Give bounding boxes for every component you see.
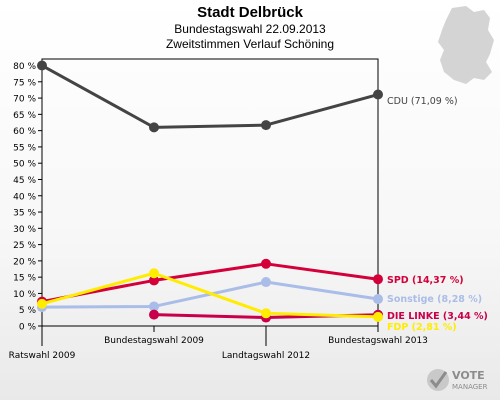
germany-map-icon xyxy=(438,6,494,84)
end-labels: CDU (71,09 %) SPD (14,37 %) Sonstige (8,28… xyxy=(387,96,488,333)
data-point xyxy=(373,89,383,100)
data-point xyxy=(373,294,383,305)
data-point xyxy=(149,309,159,320)
chart-title: Stadt Delbrück xyxy=(197,4,303,21)
data-point xyxy=(261,308,271,319)
logo-subtext: MANAGER xyxy=(452,383,488,391)
plot-frame xyxy=(41,58,379,327)
y-tick-label: 25 % xyxy=(13,241,36,251)
data-point xyxy=(37,60,47,71)
y-tick-label: 55 % xyxy=(13,143,36,153)
logo-text: VOTE xyxy=(452,369,485,382)
y-tick-label: 40 % xyxy=(13,192,36,202)
end-label-fdp: FDP (2,81 %) xyxy=(387,322,457,333)
y-tick-label: 65 % xyxy=(13,111,36,121)
data-point xyxy=(37,298,47,309)
x-axis-ticks: Ratswahl 2009 Bundestagswahl 2009 Landtags… xyxy=(9,326,428,361)
chart-subtitle-2: Zweitstimmen Verlauf Schöning xyxy=(165,37,335,51)
end-label-die-linke: DIE LINKE (3,44 %) xyxy=(387,311,488,322)
data-point xyxy=(261,120,271,131)
y-tick-label: 15 % xyxy=(13,274,36,284)
data-point xyxy=(373,274,383,285)
series-line xyxy=(40,271,380,319)
y-tick-label: 60 % xyxy=(13,127,36,137)
header: Stadt Delbrück Bundestagswahl 22.09.2013… xyxy=(0,4,500,52)
series-layer xyxy=(37,60,383,323)
y-tick-label: 70 % xyxy=(13,95,36,105)
series-spd xyxy=(37,258,383,307)
data-point xyxy=(149,275,159,286)
data-point xyxy=(373,311,383,322)
y-tick-label: 30 % xyxy=(13,225,36,235)
series-line xyxy=(40,262,380,304)
y-tick-label: 20 % xyxy=(13,257,36,267)
x-tick-label: Ratswahl 2009 xyxy=(9,351,76,361)
end-label-sonstige: Sonstige (8,28 %) xyxy=(387,294,482,305)
series-line xyxy=(40,64,380,129)
x-tick-label: Bundestagswahl 2009 xyxy=(104,336,204,346)
vote-manager-logo: VOTE MANAGER xyxy=(427,369,488,391)
axes xyxy=(41,58,379,327)
y-tick-label: 35 % xyxy=(13,209,36,219)
data-point xyxy=(261,277,271,288)
y-tick-label: 5 % xyxy=(19,306,37,316)
x-tick-label: Bundestagswahl 2013 xyxy=(328,336,428,346)
y-axis-ticks: 0 % 5 % 10 % 15 % 20 % 25 % 30 % 35 % 40 % 45 % 50… xyxy=(13,62,42,333)
series-fdp xyxy=(37,268,383,322)
series-cdu xyxy=(37,60,383,133)
y-tick-label: 0 % xyxy=(19,323,37,333)
y-tick-label: 45 % xyxy=(13,176,36,186)
data-point xyxy=(261,258,271,269)
end-label-spd: SPD (14,37 %) xyxy=(387,275,464,286)
x-tick-label: Landtagswahl 2012 xyxy=(222,351,310,361)
vote-checkmark-icon xyxy=(427,369,449,391)
data-point xyxy=(149,268,159,279)
y-tick-label: 10 % xyxy=(13,290,36,300)
y-tick-label: 50 % xyxy=(13,160,36,170)
chart-subtitle: Bundestagswahl 22.09.2013 xyxy=(174,22,326,36)
y-tick-label: 75 % xyxy=(13,78,36,88)
end-label-cdu: CDU (71,09 %) xyxy=(387,96,458,107)
data-point xyxy=(149,122,159,133)
y-tick-label: 80 % xyxy=(13,62,36,72)
data-point xyxy=(149,301,159,312)
